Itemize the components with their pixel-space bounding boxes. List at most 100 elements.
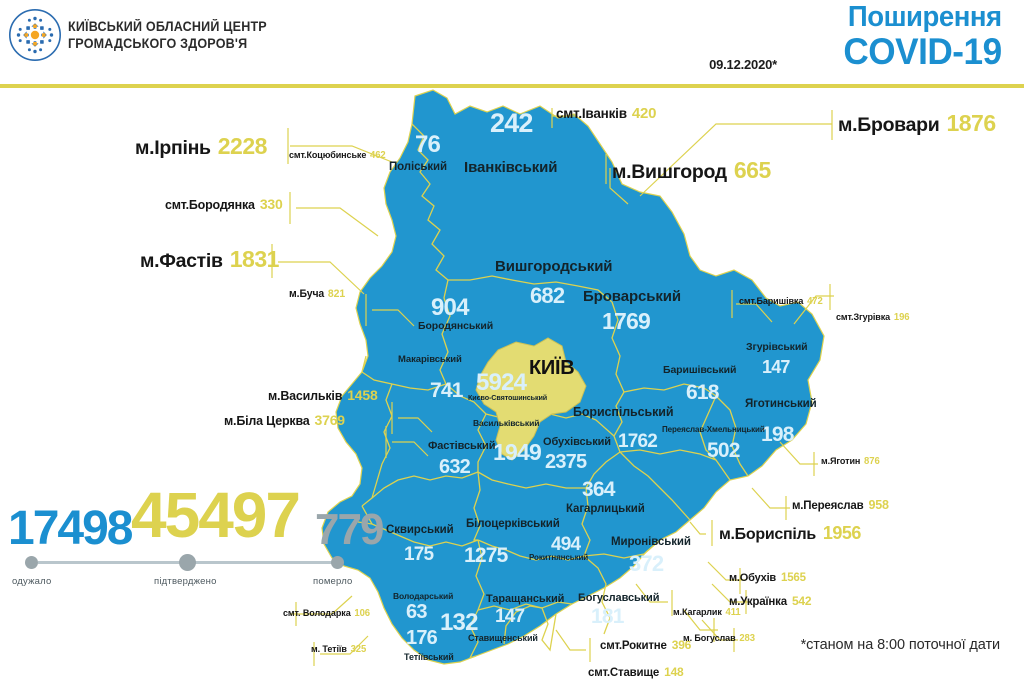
city-value-ivankiv: 420 xyxy=(631,105,657,122)
city-value-kotsiubynske: 462 xyxy=(370,150,386,161)
leader-lines xyxy=(271,108,834,666)
city-label-bila-tserkva: м.Біла Церква 3769 xyxy=(224,412,345,428)
city-label-kotsiubynske: смт.Коцюбинське 462 xyxy=(289,150,386,161)
city-name-bucha: м.Буча xyxy=(289,288,325,300)
city-value-zhurivka: 196 xyxy=(893,312,910,323)
district-value-brovarskyi: 1769 xyxy=(602,308,651,334)
city-name-vasylkiv: м.Васильків xyxy=(268,389,343,403)
city-label-vasylkiv: м.Васильків 1458 xyxy=(268,387,378,403)
city-name-baryshivka: смт.Баришівка xyxy=(739,296,804,307)
city-value-rokytne: 396 xyxy=(671,638,692,652)
district-name-ivankivskyi: Іванківський xyxy=(464,159,558,176)
city-value-yahotyn: 876 xyxy=(864,456,880,467)
kyiv-city-area xyxy=(475,337,587,461)
district-name-boryspilskyi: Бориспільський xyxy=(573,405,674,419)
stat-track-right xyxy=(195,561,338,564)
page-title-line2: COVID-19 xyxy=(843,30,1003,72)
district-value-tetiivskyi: 176 xyxy=(406,627,438,649)
stat-dot-confirmed xyxy=(179,554,196,571)
district-value-skvyrskyi: 175 xyxy=(404,544,434,565)
report-date: 09.12.2020* xyxy=(709,57,777,72)
district-name-poliskyi: Поліський xyxy=(389,161,447,173)
city-value-brovary: 1876 xyxy=(946,110,996,136)
stat-value-confirmed: 45497 xyxy=(131,479,301,551)
city-name-obukhiv: м.Обухів xyxy=(729,572,776,584)
district-value-volodarskyi: 63 xyxy=(406,601,427,623)
city-name-pereiaslav: м.Переяслав xyxy=(792,500,864,512)
city-value-pereiaslav: 958 xyxy=(868,498,889,512)
city-value-bila-tserkva: 3769 xyxy=(314,412,346,428)
stat-dot-recovered xyxy=(25,556,38,569)
stat-value-dead: 779 xyxy=(315,505,384,554)
stat-value-recovered: 17498 xyxy=(8,502,133,555)
city-label-zhurivka: смт.Згурівка 196 xyxy=(836,312,910,323)
city-value-boryspil: 1956 xyxy=(822,523,862,543)
district-name-rokytnianskyi: Рокитнянський xyxy=(529,553,589,562)
header-divider xyxy=(0,84,1024,88)
district-name-brovarskyi: Броварський xyxy=(583,288,682,305)
city-label-kaharlyk: м.Кагарлик 411 xyxy=(673,607,741,618)
city-name-vyshhorod: м.Вишгород xyxy=(612,161,727,183)
district-name-tarashchanskyi: Таращанський xyxy=(486,593,565,605)
city-name-boryspil: м.Бориспіль xyxy=(719,526,816,543)
city-name-zhurivka: смт.Згурівка xyxy=(836,312,891,323)
city-name-volodarka: смт. Володарка xyxy=(283,608,351,619)
city-value-bucha: 821 xyxy=(327,288,346,300)
district-value-bohuslavskyi: 181 xyxy=(591,605,624,628)
district-name-skvyrskyi: Сквирський xyxy=(386,524,454,536)
district-value-yahotynskyi: 198 xyxy=(761,423,794,446)
district-value-ivankivskyi: 242 xyxy=(490,108,533,138)
city-label-pereiaslav: м.Переяслав 958 xyxy=(792,498,889,512)
district-value-stavyshchenskyi: 132 xyxy=(440,609,478,636)
district-name-baryshivskyi: Баришівський xyxy=(663,364,737,376)
district-value-poliskyi: 76 xyxy=(415,131,441,158)
city-name-ukrainka: м.Українка xyxy=(729,596,787,608)
page-title-line1: Поширення xyxy=(848,1,1002,33)
city-label-yahotyn: м.Яготин 876 xyxy=(821,456,880,467)
city-label-fastiv: м.Фастів 1831 xyxy=(140,246,279,273)
district-name-vasylkivskyi: Васильківський xyxy=(473,418,540,428)
city-label-tetiiv: м. Тетіїв 325 xyxy=(311,644,366,655)
city-label-ukrainka: м.Українка 542 xyxy=(729,594,812,608)
district-name-myronivskyi: Миронівський xyxy=(611,536,691,548)
district-value-zhurivskyi: 147 xyxy=(762,357,790,377)
city-label-stavyshche: смт.Ставище 148 xyxy=(588,665,684,679)
district-value-makarivskyi: 741 xyxy=(430,379,463,402)
district-name-kaharlytskyi: Кагарлицький xyxy=(566,503,645,515)
district-name-volodarskyi: Володарський xyxy=(393,591,454,601)
district-name-pereiaslav-khmelnytskyi: Переяслав-Хмельницький xyxy=(662,425,765,434)
city-value-ukrainka: 542 xyxy=(791,594,812,608)
stat-label-dead: померло xyxy=(313,576,353,587)
district-value-vasylkivskyi: 1949 xyxy=(493,439,542,465)
city-name-kaharlyk: м.Кагарлик xyxy=(673,607,722,618)
city-label-bohuslav: м. Богуслав 283 xyxy=(683,633,755,644)
city-label-ivankiv: смт.Іванків 420 xyxy=(556,105,656,122)
city-label-bucha: м.Буча 821 xyxy=(289,288,345,300)
city-value-irpin: 2228 xyxy=(217,133,268,159)
city-value-bohuslav: 283 xyxy=(739,633,755,644)
district-name-tetiivskyi: Тетіївський xyxy=(404,652,454,662)
district-value-kaharlytskyi: 364 xyxy=(582,478,615,501)
stat-dot-dead xyxy=(331,556,344,569)
district-value-baryshivskyi: 618 xyxy=(686,381,719,404)
city-name-fastiv: м.Фастів xyxy=(140,250,223,272)
city-label-obukhiv: м.Обухів 1565 xyxy=(729,572,806,584)
district-name-stavyshchenskyi: Ставищенський xyxy=(468,633,538,643)
stat-label-recovered: одужало xyxy=(12,576,52,587)
footnote: *станом на 8:00 поточної дати xyxy=(800,637,1001,653)
city-name-brovary: м.Бровари xyxy=(838,114,940,136)
city-value-baryshivka: 472 xyxy=(807,296,823,307)
district-value-pereiaslav-khmelnytskyi: 502 xyxy=(707,439,740,462)
city-label-brovary: м.Бровари 1876 xyxy=(838,110,996,137)
city-name-borodianka: смт.Бородянка xyxy=(165,198,255,212)
city-label-vyshhorod: м.Вишгород 665 xyxy=(612,157,771,184)
city-name-irpin: м.Ірпінь xyxy=(135,137,211,159)
page-title: Поширення COVID-19 xyxy=(835,1,1003,72)
district-name-bohuslavskyi: Богуславський xyxy=(578,592,660,604)
district-value-obukhivskyi: 2375 xyxy=(545,451,587,473)
stat-label-confirmed: підтверджено xyxy=(154,576,217,587)
district-value-vyshhorodskyi: 682 xyxy=(530,283,565,308)
city-value-stavyshche: 148 xyxy=(664,665,684,679)
city-name-yahotyn: м.Яготин xyxy=(821,456,861,467)
district-name-makarivskyi: Макарівський xyxy=(398,354,462,365)
